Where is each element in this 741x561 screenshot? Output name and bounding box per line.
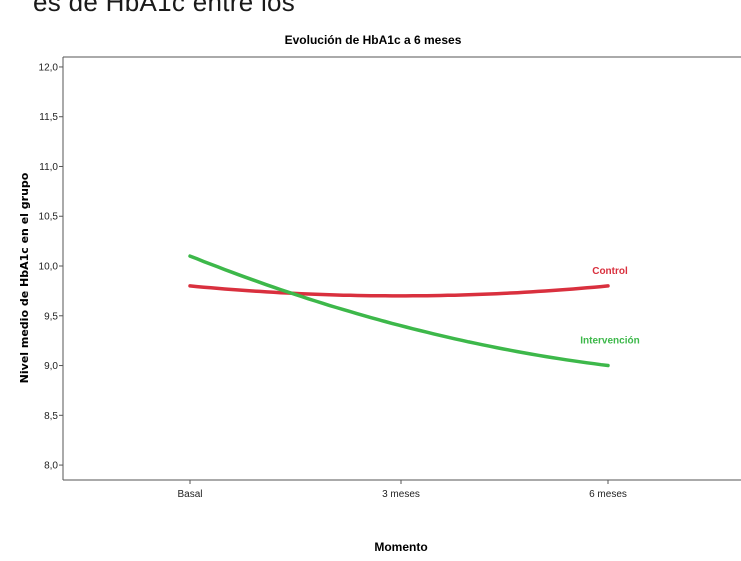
y-tick-label: 8,5 bbox=[44, 411, 58, 422]
y-tick-label: 9,0 bbox=[44, 361, 58, 372]
y-axis: 8,0 8,5 9,0 9,5 10,0 10,5 11,0 11,5 12,0 bbox=[39, 62, 63, 472]
y-tick-label: 10,5 bbox=[39, 212, 59, 223]
series-line-control bbox=[188, 284, 610, 298]
x-axis-label: Momento bbox=[374, 540, 427, 554]
chart-title: Evolución de HbA1c a 6 meses bbox=[285, 33, 462, 47]
y-tick-label: 9,5 bbox=[44, 311, 58, 322]
series-line-intervencion bbox=[188, 254, 610, 368]
y-axis-label: Nivel medio de HbA1c en el grupo bbox=[18, 172, 31, 383]
y-tick-label: 12,0 bbox=[39, 62, 59, 73]
x-tick-label: 3 meses bbox=[382, 489, 420, 500]
y-tick-label: 10,0 bbox=[39, 262, 59, 273]
y-tick-label: 11,5 bbox=[39, 112, 58, 123]
x-tick-label: Basal bbox=[177, 489, 202, 500]
x-axis: Basal 3 meses 6 meses bbox=[177, 480, 627, 500]
page-text-fragment: es de HbA1c entre los bbox=[33, 0, 296, 17]
plot-frame bbox=[62, 56, 741, 481]
y-tick-label: 11,0 bbox=[39, 162, 58, 173]
x-tick-label: 6 meses bbox=[589, 489, 627, 500]
series-layer: Control Intervención bbox=[188, 254, 640, 368]
series-label-control: Control bbox=[592, 266, 628, 277]
y-tick-label: 8,0 bbox=[44, 461, 58, 472]
series-label-intervencion: Intervención bbox=[580, 336, 639, 347]
